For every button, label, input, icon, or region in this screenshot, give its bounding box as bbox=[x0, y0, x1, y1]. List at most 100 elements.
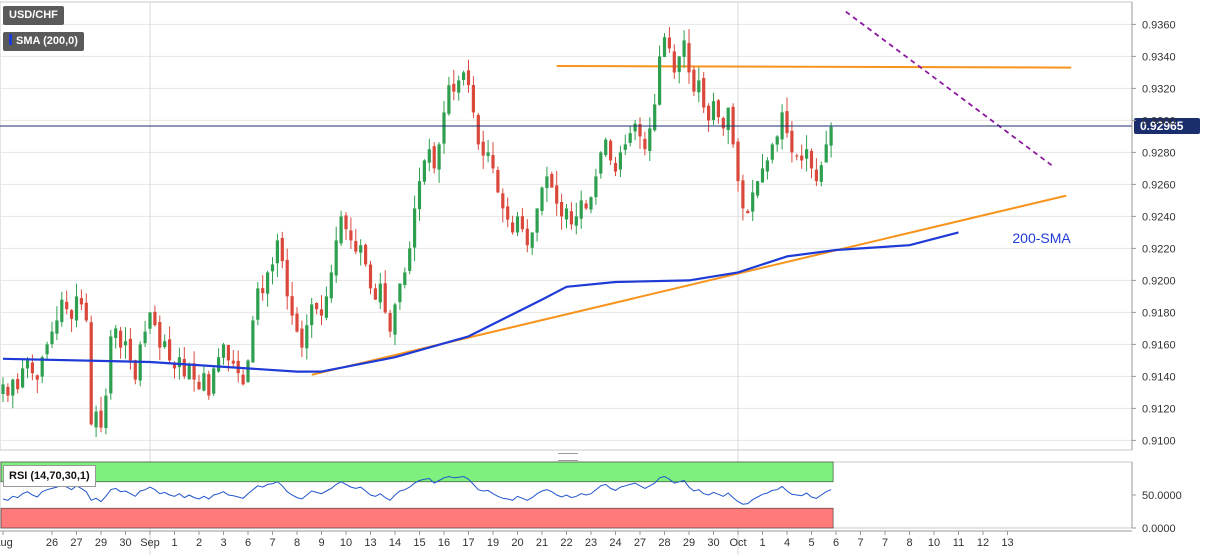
candle-body bbox=[682, 40, 686, 57]
x-tick-label: 16 bbox=[438, 537, 450, 549]
x-tick-label: 13 bbox=[364, 537, 376, 549]
candle-body bbox=[89, 322, 93, 425]
rsi-tag[interactable]: RSI (14,70,30,1) bbox=[3, 465, 96, 487]
candle-body bbox=[726, 107, 730, 131]
symbol-tag: USD/CHF bbox=[3, 6, 64, 25]
rsi-overbought-zone bbox=[0, 461, 834, 483]
candle-body bbox=[584, 203, 588, 209]
x-tick-label: 14 bbox=[389, 537, 401, 549]
y-tick-label: 0.9160 bbox=[1142, 339, 1176, 351]
candle-body bbox=[226, 344, 230, 361]
y-tick-label: 0.9180 bbox=[1142, 307, 1176, 319]
x-tick-label: 7 bbox=[882, 537, 888, 549]
candle-body bbox=[266, 272, 270, 294]
candle-body bbox=[560, 201, 564, 217]
candle-body bbox=[770, 144, 774, 160]
x-tick-label: 17 bbox=[462, 537, 474, 549]
rsi-tick-label: 50.0000 bbox=[1142, 490, 1182, 502]
candle-body bbox=[555, 185, 559, 204]
x-tick-label: Oct bbox=[729, 537, 746, 549]
candle-body bbox=[442, 112, 446, 144]
x-tick-label: 5 bbox=[808, 537, 814, 549]
candlestick-series bbox=[1, 27, 833, 438]
candle-body bbox=[711, 101, 716, 120]
indicator-label: SMA (200,0) bbox=[16, 35, 78, 47]
candle-body bbox=[692, 69, 696, 92]
y-tick-label: 0.9120 bbox=[1142, 403, 1176, 415]
candle-body bbox=[716, 100, 720, 118]
y-tick-label: 0.9320 bbox=[1142, 83, 1176, 95]
time-axis: Aug26272930Sep12367891013141516171920212… bbox=[0, 530, 1132, 549]
x-tick-label: 10 bbox=[340, 537, 352, 549]
candle-body bbox=[760, 168, 765, 183]
candle-body bbox=[364, 244, 368, 265]
candle-body bbox=[540, 187, 544, 211]
x-tick-label: 24 bbox=[609, 537, 621, 549]
y-tick-label: 0.9140 bbox=[1142, 371, 1176, 383]
candle-body bbox=[741, 180, 745, 209]
candle-body bbox=[177, 357, 181, 368]
x-tick-label: 1 bbox=[759, 537, 765, 549]
candle-body bbox=[594, 176, 598, 198]
candle-body bbox=[574, 216, 578, 226]
candle-body bbox=[84, 302, 88, 321]
x-tick-label: 23 bbox=[585, 537, 597, 549]
candle-body bbox=[378, 283, 382, 303]
candle-body bbox=[613, 162, 618, 172]
candle-body bbox=[1, 384, 5, 394]
candle-body bbox=[339, 216, 343, 244]
candle-body bbox=[687, 43, 691, 73]
x-tick-label: 3 bbox=[220, 537, 226, 549]
candle-body bbox=[398, 283, 402, 303]
x-tick-label: Sep bbox=[140, 537, 160, 549]
candle-body bbox=[511, 222, 515, 233]
candle-body bbox=[452, 83, 456, 92]
candle-body bbox=[40, 357, 44, 377]
candle-body bbox=[447, 85, 451, 114]
x-tick-label: 21 bbox=[536, 537, 548, 549]
candle-body bbox=[550, 174, 554, 188]
candle-body bbox=[829, 126, 833, 146]
candle-body bbox=[623, 144, 627, 150]
y-tick-label: 0.9100 bbox=[1142, 435, 1176, 447]
candle-body bbox=[662, 37, 667, 58]
candle-body bbox=[280, 237, 284, 262]
candle-body bbox=[11, 379, 15, 396]
current-price-label: 0.92965 bbox=[1140, 119, 1184, 133]
y-tick-label: 0.9200 bbox=[1142, 275, 1176, 287]
candle-body bbox=[422, 160, 426, 182]
candle-body bbox=[702, 78, 706, 108]
candle-body bbox=[217, 357, 221, 372]
annotation-layer: 0.92965 200-SMA bbox=[0, 118, 1200, 246]
y-tick-label: 0.9240 bbox=[1142, 211, 1176, 223]
x-tick-label: 6 bbox=[245, 537, 251, 549]
candle-body bbox=[501, 193, 505, 209]
candle-body bbox=[746, 210, 750, 214]
rsi-label: RSI (14,70,30,1) bbox=[9, 470, 90, 482]
candle-body bbox=[354, 241, 358, 252]
candle-body bbox=[765, 160, 769, 172]
candle-body bbox=[187, 363, 191, 380]
y-tick-label: 0.9360 bbox=[1142, 19, 1176, 31]
candle-body bbox=[133, 360, 137, 380]
candle-body bbox=[261, 288, 265, 294]
rsi-tick-label: 0.0000 bbox=[1142, 523, 1176, 535]
candle-body bbox=[383, 283, 387, 313]
horizontal-resistance-line bbox=[556, 65, 1072, 69]
candle-body bbox=[535, 208, 539, 233]
candle-body bbox=[564, 208, 569, 220]
pane-splitter-handle[interactable] bbox=[558, 453, 578, 461]
candle-body bbox=[290, 296, 294, 316]
indicator-tag[interactable]: SMA (200,0) bbox=[3, 32, 84, 51]
x-tick-label: 7 bbox=[857, 537, 863, 549]
x-tick-label: 29 bbox=[683, 537, 695, 549]
candle-body bbox=[432, 146, 436, 169]
candle-body bbox=[388, 313, 392, 332]
candle-body bbox=[123, 341, 128, 346]
candle-body bbox=[246, 360, 250, 382]
candle-body bbox=[633, 123, 637, 132]
x-tick-label: 30 bbox=[119, 537, 131, 549]
x-tick-label: 26 bbox=[46, 537, 58, 549]
candle-body bbox=[824, 144, 828, 163]
